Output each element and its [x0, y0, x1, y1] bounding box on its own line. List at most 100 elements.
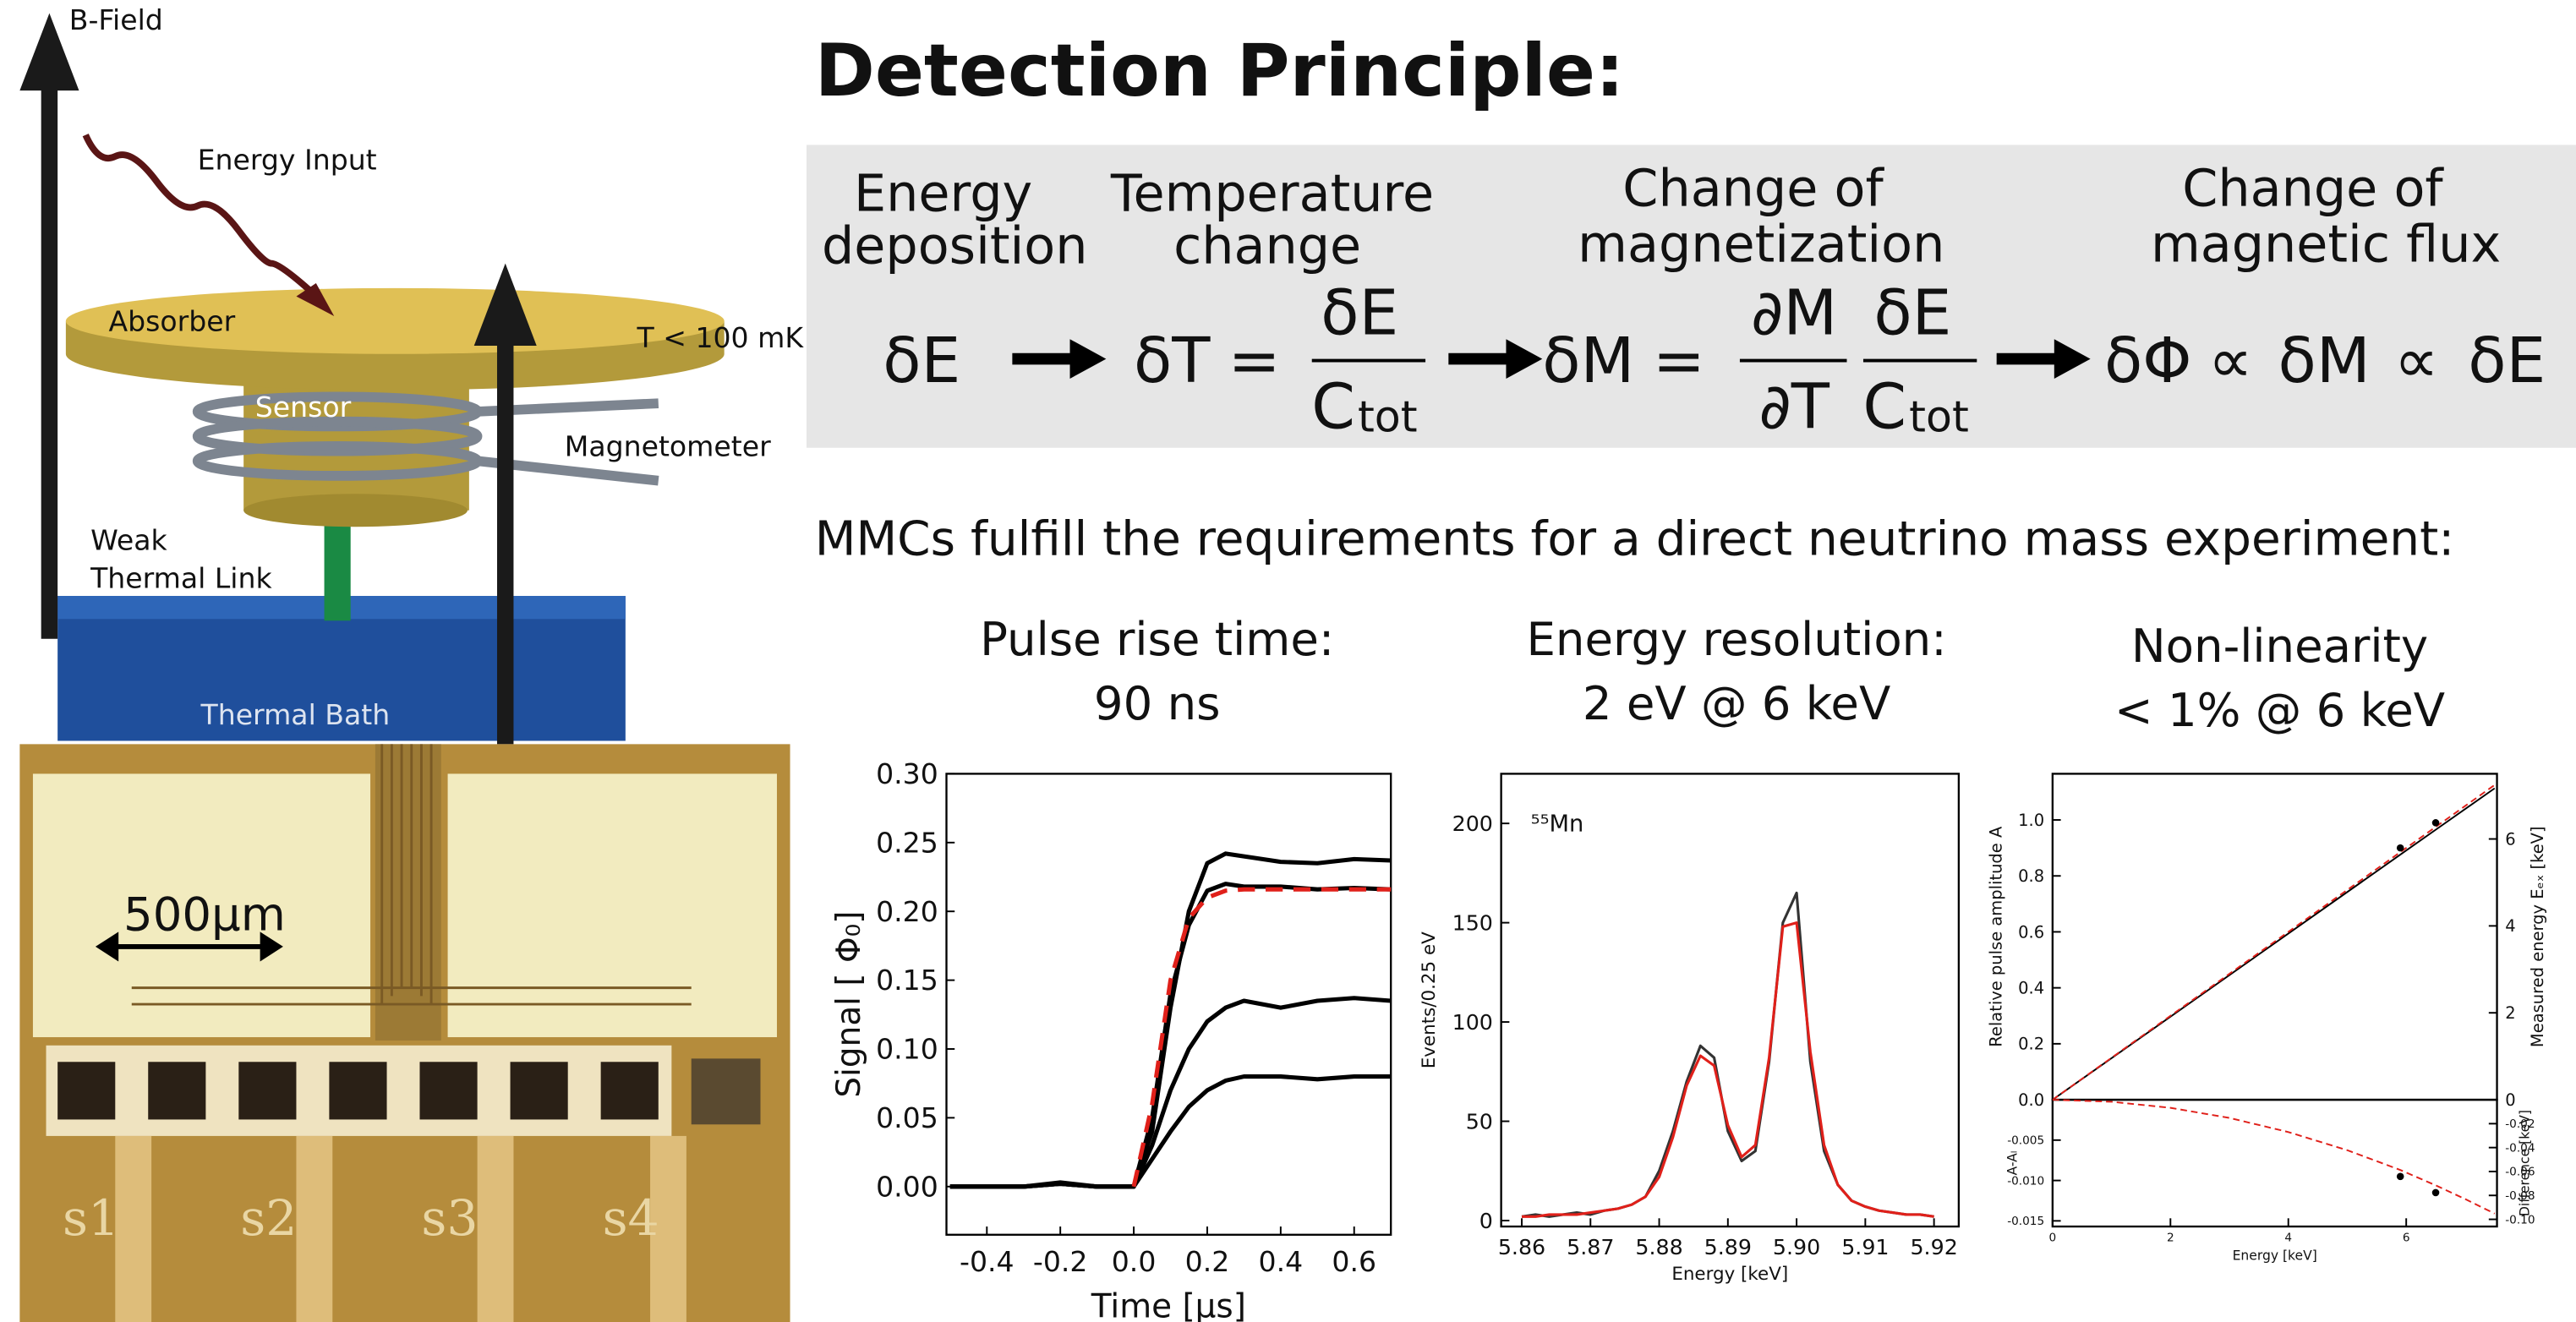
y2-tick-label: -0.06 — [2505, 1166, 2535, 1179]
y-tick-label: 0 — [1479, 1209, 1493, 1233]
data-point — [2396, 1172, 2404, 1181]
step-label: change — [1173, 217, 1361, 276]
x-tick-label: 5.86 — [1498, 1235, 1545, 1259]
y-tick-label: 0.4 — [2018, 978, 2044, 997]
scale-label: 500µm — [123, 887, 286, 941]
y-tick-label: 0.0 — [2018, 1090, 2044, 1110]
formula-term: δE — [1321, 276, 1398, 349]
formula-term: δΦ — [2104, 325, 2191, 397]
y-tick-label: 0.2 — [2018, 1035, 2044, 1054]
y2-tick-label: 2 — [2505, 1003, 2515, 1023]
label: Energy Input — [198, 144, 377, 177]
formula-term: ∝ — [2394, 325, 2439, 397]
x-tick-label: 5.91 — [1841, 1235, 1889, 1259]
pixel-label: s3 — [421, 1189, 478, 1247]
step-label: magnetization — [1578, 216, 1944, 275]
series-line — [949, 882, 1392, 1189]
x-tick-label: 0.4 — [1259, 1245, 1304, 1278]
y-tick-label: 1.0 — [2018, 811, 2044, 830]
x-tick-label: 5.87 — [1567, 1235, 1614, 1259]
x-axis-label: Energy [keV] — [1671, 1264, 1788, 1285]
x-axis-label: Energy [keV] — [2233, 1248, 2317, 1264]
formula-term: tot — [1358, 391, 1418, 441]
x-tick-label: 5.88 — [1635, 1235, 1682, 1259]
arrow-head — [19, 13, 79, 91]
y-axis-label: Relative pulse amplitude A — [1987, 826, 2006, 1047]
x-tick-label: 5.89 — [1704, 1235, 1752, 1259]
step-label: Change of — [1622, 159, 1884, 218]
formula-term: = — [1653, 325, 1705, 397]
data-point — [2431, 1188, 2440, 1197]
detector-schematic: B-Field Energy Input Absorber T < 100 mK… — [19, 3, 804, 745]
y-tick-label: 200 — [1452, 811, 1493, 836]
step-label: deposition — [822, 217, 1087, 276]
formula-term: C — [1311, 370, 1355, 443]
plot-frame — [945, 773, 1392, 1236]
arrow-head — [296, 283, 335, 316]
y-tick-label: 0.25 — [876, 826, 938, 859]
x-tick-label: 0 — [2049, 1232, 2057, 1245]
step-label: Energy — [854, 164, 1032, 223]
x-axis-label: Time [µs] — [1091, 1287, 1246, 1322]
y2-tick-label: 0 — [2505, 1090, 2515, 1110]
plot-frame — [2051, 773, 2498, 1101]
series-line — [2052, 787, 2496, 1101]
requirements-text: MMCs fulfill the requirements for a dire… — [815, 511, 2455, 566]
arrow-head — [473, 263, 537, 347]
requirement: < 1% @ 6 keV — [2114, 683, 2445, 737]
y-tick-label: 0.30 — [876, 757, 938, 790]
y2-tick-label: 6 — [2505, 829, 2515, 849]
requirement: Pulse rise time: — [980, 612, 1334, 666]
pixels — [46, 1045, 761, 1136]
series-line — [2052, 784, 2496, 1101]
principle-box — [807, 145, 2576, 448]
series-line — [949, 1074, 1392, 1189]
formula-term: δE — [2468, 325, 2546, 397]
y2-axis-label: Measured energy Eₑₓ [keV] — [2528, 826, 2547, 1047]
x-tick-label: 5.92 — [1910, 1235, 1957, 1259]
title: Detection Principle: — [815, 29, 1624, 113]
requirement: 2 eV @ 6 keV — [1583, 676, 1890, 730]
y-tick-label: 0.00 — [876, 1170, 938, 1203]
y-tick-label: 0.10 — [876, 1033, 938, 1066]
y2-tick-label: -0.10 — [2505, 1213, 2535, 1226]
label: Thermal Link — [90, 561, 272, 594]
y-tick-label: 50 — [1466, 1109, 1493, 1134]
y2-tick-label: -0.08 — [2505, 1189, 2535, 1203]
y-tick-label: -0.010 — [2007, 1174, 2044, 1188]
formula-term: δT — [1134, 325, 1211, 397]
label: Sensor — [255, 391, 352, 423]
plot-frame — [2051, 1098, 2498, 1228]
formula-term: ∂M — [1751, 276, 1837, 349]
y2-tick-label: -0.02 — [2505, 1117, 2535, 1131]
step-label: Change of — [2182, 159, 2444, 218]
y-axis-label: A-Aₗ — [2005, 1151, 2021, 1176]
annotation: ⁵⁵Mn — [1531, 811, 1584, 838]
x-tick-label: 0.2 — [1185, 1245, 1230, 1278]
series-line — [949, 996, 1392, 1189]
pixel-label: s1 — [63, 1189, 119, 1247]
step-label: Temperature — [1110, 164, 1434, 223]
y-tick-label: -0.015 — [2007, 1215, 2044, 1228]
plot-frame — [1500, 773, 1961, 1228]
label: Weak — [90, 524, 167, 557]
y-tick-label: 0.15 — [876, 964, 938, 997]
x-tick-label: 6 — [2403, 1232, 2410, 1245]
formula: δE δT = δE C tot δM = ∂M ∂T δE C tot δΦ … — [883, 276, 2546, 443]
label: T < 100 mK — [636, 321, 804, 354]
requirement: 90 ns — [1094, 676, 1221, 730]
formula-term: δE — [1873, 276, 1951, 349]
y-tick-label: 0.20 — [876, 895, 938, 928]
series-line — [2052, 1099, 2496, 1215]
coil — [192, 391, 659, 486]
formula-term: δE — [883, 325, 960, 397]
y-tick-label: -0.005 — [2007, 1134, 2044, 1148]
requirement: Non-linearity — [2131, 619, 2428, 673]
y-axis-label: Signal [ Φ₀] — [830, 911, 868, 1098]
label: Magnetometer — [565, 430, 771, 463]
x-tick-label: 0.6 — [1332, 1245, 1376, 1278]
pixel-label: s4 — [603, 1189, 659, 1247]
series-line — [1521, 891, 1934, 1218]
y-tick-label: 100 — [1452, 1010, 1493, 1035]
